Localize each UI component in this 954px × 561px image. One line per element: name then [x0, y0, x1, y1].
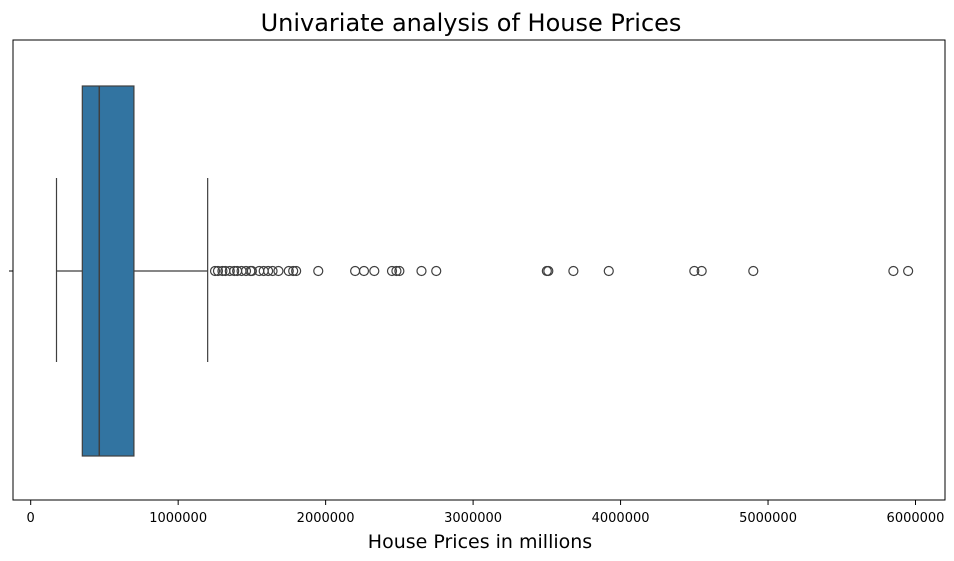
outlier-point: [696, 265, 707, 277]
outlier-point: [391, 265, 402, 277]
outlier-point: [246, 265, 257, 277]
outlier-point: [291, 265, 302, 277]
outlier-point: [229, 265, 240, 277]
outlier-point: [209, 265, 221, 277]
outlier-point: [543, 265, 554, 277]
outlier-point: [240, 265, 252, 277]
outlier-point: [288, 265, 299, 277]
outlier-point: [603, 265, 614, 277]
outlier-point: [394, 265, 405, 277]
outlier-point: [267, 265, 278, 277]
outlier-point: [224, 265, 235, 277]
x-tick-label: 2000000: [297, 511, 355, 526]
plot-area: [55, 85, 914, 457]
x-tick-label: 3000000: [444, 511, 502, 526]
outlier-point: [903, 265, 914, 277]
iqr-box: [81, 85, 135, 457]
outlier-point: [217, 265, 228, 277]
plot-frame: [12, 39, 946, 501]
outlier-point: [273, 265, 284, 277]
x-tick-label: 6000000: [887, 511, 945, 526]
x-tick-label: 5000000: [739, 511, 797, 526]
outlier-point: [313, 265, 324, 277]
outlier-point: [350, 265, 361, 277]
x-tick-label: 1000000: [149, 511, 207, 526]
outlier-point: [263, 265, 274, 277]
outlier-point: [431, 265, 442, 277]
outlier-point: [386, 265, 398, 277]
outlier-point: [568, 265, 579, 277]
outlier-point: [748, 265, 759, 277]
outlier-point: [358, 265, 370, 277]
x-axis: 0 1000000 2000000 3000000 4000000 5000000 6000…: [27, 500, 945, 526]
x-tick-label: 0: [27, 511, 35, 526]
outlier-point: [689, 265, 700, 277]
outlier-point: [416, 265, 427, 277]
x-tick-label: 4000000: [592, 511, 650, 526]
outlier-point: [888, 265, 899, 277]
x-axis-label: House Prices in millions: [368, 531, 592, 553]
outlier-point: [283, 265, 294, 277]
chart-title: Univariate analysis of House Prices: [261, 9, 682, 37]
outlier-point: [212, 265, 224, 277]
outlier-point: [369, 265, 380, 277]
